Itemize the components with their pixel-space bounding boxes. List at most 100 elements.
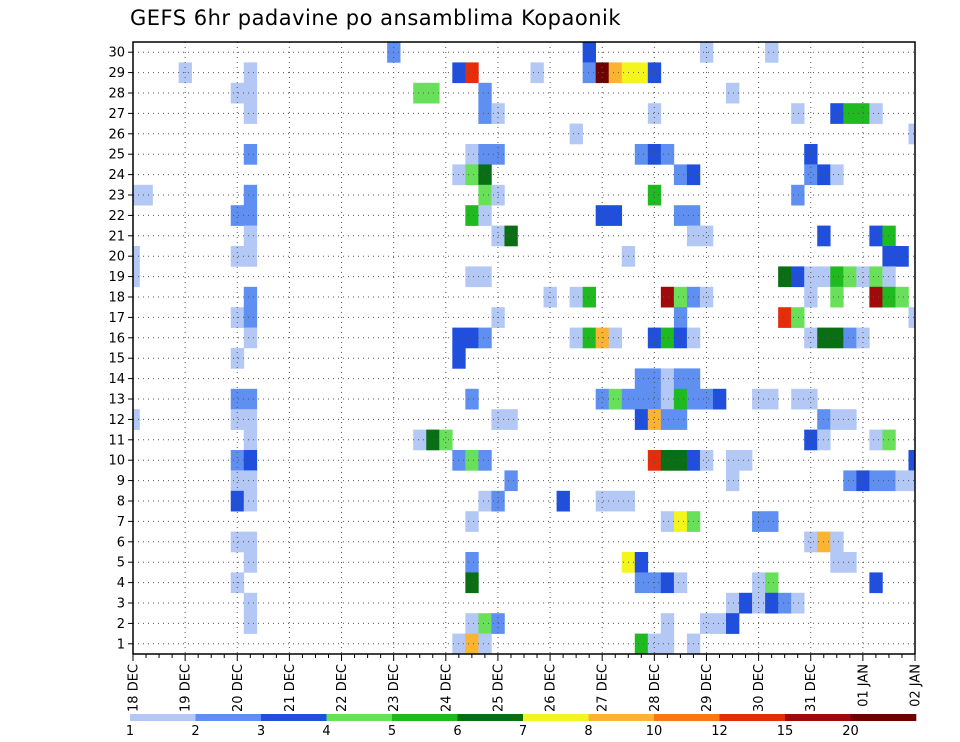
heatmap-cell bbox=[804, 531, 818, 553]
y-tick-label: 6 bbox=[117, 535, 125, 550]
heatmap-cell bbox=[243, 592, 258, 614]
heatmap-cell bbox=[243, 613, 258, 634]
heatmap-cell bbox=[765, 388, 779, 410]
heatmap-cell bbox=[133, 184, 140, 206]
heatmap-cell bbox=[243, 490, 258, 512]
heatmap-cell bbox=[726, 82, 740, 104]
heatmap-cell bbox=[712, 613, 727, 634]
heatmap-cell bbox=[908, 123, 916, 145]
heatmap-cell bbox=[478, 633, 492, 655]
heatmap-cell bbox=[230, 246, 245, 267]
heatmap-cell bbox=[478, 266, 492, 288]
heatmap-cell bbox=[647, 368, 662, 390]
heatmap-cell bbox=[804, 429, 818, 451]
heatmap-cell bbox=[634, 144, 649, 165]
y-tick-label: 25 bbox=[108, 148, 125, 163]
heatmap-cell bbox=[439, 429, 453, 451]
heatmap-cell bbox=[243, 103, 258, 124]
heatmap-cell bbox=[804, 388, 818, 410]
heatmap-cell bbox=[230, 388, 245, 410]
heatmap-cell bbox=[647, 103, 662, 124]
heatmap-cell bbox=[830, 103, 844, 124]
heatmap-cell bbox=[230, 470, 245, 492]
heatmap-cell bbox=[673, 572, 688, 594]
colorbar-label: 2 bbox=[191, 724, 199, 739]
heatmap-cell bbox=[699, 450, 714, 471]
heatmap-cell bbox=[673, 164, 688, 186]
colorbar-segment bbox=[261, 714, 327, 721]
heatmap-cell bbox=[869, 225, 883, 247]
heatmap-cell bbox=[778, 266, 792, 288]
axes: 1234567891011121314151617181920212223242… bbox=[108, 41, 924, 712]
heatmap-cell bbox=[230, 205, 245, 226]
heatmap-cell bbox=[843, 266, 857, 288]
heatmap-cell bbox=[869, 470, 883, 492]
grid-lines bbox=[133, 42, 915, 654]
heatmap-cell bbox=[139, 184, 153, 206]
heatmap-cell bbox=[634, 388, 649, 410]
colorbar: 1 2 3 4 5 6 7 8 10 12 15 20 bbox=[126, 714, 917, 739]
heatmap-cell bbox=[778, 307, 792, 328]
heatmap-cell bbox=[765, 42, 779, 63]
heatmap-cell bbox=[804, 144, 818, 165]
heatmap-cell bbox=[478, 164, 492, 186]
heatmap-cell bbox=[608, 490, 623, 512]
heatmap-cell bbox=[133, 409, 140, 430]
y-tick-label: 18 bbox=[108, 291, 125, 306]
heatmap-cell bbox=[569, 327, 583, 349]
heatmap-cell bbox=[660, 327, 675, 349]
heatmap-cell bbox=[595, 205, 610, 226]
colorbar-segment bbox=[392, 714, 458, 721]
heatmap-cell bbox=[465, 388, 479, 410]
heatmap-cell bbox=[634, 633, 649, 655]
heatmap-cell bbox=[660, 511, 675, 532]
heatmap-cell bbox=[673, 205, 688, 226]
heatmap-cell bbox=[712, 388, 727, 410]
heatmap-cell bbox=[830, 409, 844, 430]
y-tick-label: 21 bbox=[108, 229, 125, 244]
heatmap-cell bbox=[243, 205, 258, 226]
colorbar-label: 4 bbox=[322, 724, 330, 739]
heatmap-cell bbox=[673, 368, 688, 390]
heatmap-cell bbox=[647, 633, 662, 655]
heatmap-cell bbox=[478, 82, 492, 104]
x-tick-label: 31 DEC bbox=[804, 664, 819, 712]
colorbar-label: 12 bbox=[711, 724, 728, 739]
heatmap-cell bbox=[726, 592, 740, 614]
heatmap-cell bbox=[465, 450, 479, 471]
heatmap-cell bbox=[869, 266, 883, 288]
heatmap-cell bbox=[660, 286, 675, 308]
heatmap-cell bbox=[673, 409, 688, 430]
heatmap-cell bbox=[895, 286, 909, 308]
x-tick-label: 20 DEC bbox=[231, 664, 246, 712]
heatmap-cell bbox=[673, 327, 688, 349]
heatmap-cell bbox=[791, 266, 805, 288]
x-tick-label: 24 DEC bbox=[439, 664, 454, 712]
x-tick-label: 19 DEC bbox=[179, 664, 194, 712]
heatmap-cell bbox=[660, 613, 675, 634]
heatmap-cell bbox=[465, 266, 479, 288]
heatmap-cell bbox=[243, 62, 258, 84]
heatmap-cell bbox=[765, 572, 779, 594]
x-tick-label: 02 JAN bbox=[909, 664, 924, 707]
colorbar-label: 15 bbox=[777, 724, 794, 739]
heatmap-cell bbox=[465, 205, 479, 226]
heatmap-cell bbox=[791, 307, 805, 328]
heatmap-cell bbox=[673, 388, 688, 410]
heatmap-cells bbox=[133, 42, 916, 655]
y-tick-label: 26 bbox=[108, 127, 125, 142]
colorbar-segment bbox=[588, 714, 655, 721]
heatmap-cell bbox=[243, 470, 258, 492]
heatmap-cell bbox=[830, 327, 844, 349]
y-tick-label: 28 bbox=[108, 87, 125, 102]
heatmap-cell bbox=[569, 123, 583, 145]
heatmap-cell bbox=[504, 470, 518, 492]
y-tick-label: 10 bbox=[108, 454, 125, 469]
x-tick-label: 29 DEC bbox=[700, 664, 715, 712]
colorbar-label: 6 bbox=[453, 724, 461, 739]
heatmap-cell bbox=[647, 409, 662, 430]
y-tick-label: 11 bbox=[108, 433, 125, 448]
heatmap-cell bbox=[843, 103, 857, 124]
heatmap-cell bbox=[830, 552, 844, 573]
heatmap-cell bbox=[465, 613, 479, 634]
